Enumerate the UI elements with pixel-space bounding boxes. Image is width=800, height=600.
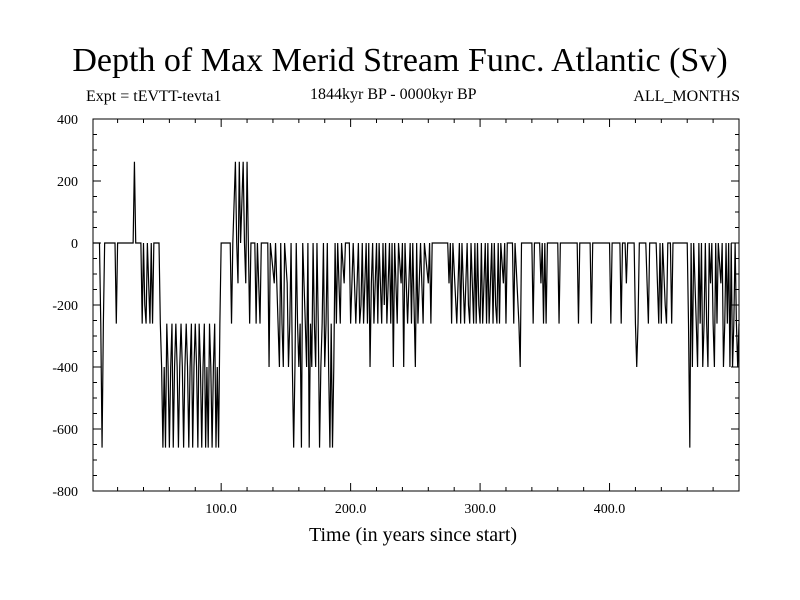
y-tick-label: 200 — [57, 175, 78, 190]
y-tick-label: -600 — [52, 423, 78, 438]
months-label: ALL_MONTHS — [633, 88, 740, 105]
major-ticks — [93, 118, 739, 492]
y-tick-label: -400 — [52, 361, 78, 376]
y-tick-label: -200 — [52, 299, 78, 314]
x-tick-labels: 100.0 200.0 300.0 400.0 — [205, 502, 625, 517]
experiment-label: Expt = tEVTT-tevta1 — [86, 88, 222, 105]
y-tick-label: 0 — [71, 237, 78, 252]
x-tick-label: 300.0 — [464, 502, 496, 517]
x-tick-label: 400.0 — [594, 502, 626, 517]
time-range-label: 1844kyr BP - 0000kyr BP — [310, 86, 477, 103]
y-tick-label: 400 — [57, 113, 78, 128]
x-tick-label: 100.0 — [205, 502, 237, 517]
y-tick-labels: 400 200 0 -200 -400 -600 -800 — [52, 113, 78, 500]
x-axis-label: Time (in years since start) — [309, 524, 517, 546]
series-line — [93, 161, 740, 448]
y-tick-label: -800 — [52, 485, 78, 500]
x-tick-label: 200.0 — [335, 502, 367, 517]
chart-title: Depth of Max Merid Stream Func. Atlantic… — [72, 42, 728, 79]
